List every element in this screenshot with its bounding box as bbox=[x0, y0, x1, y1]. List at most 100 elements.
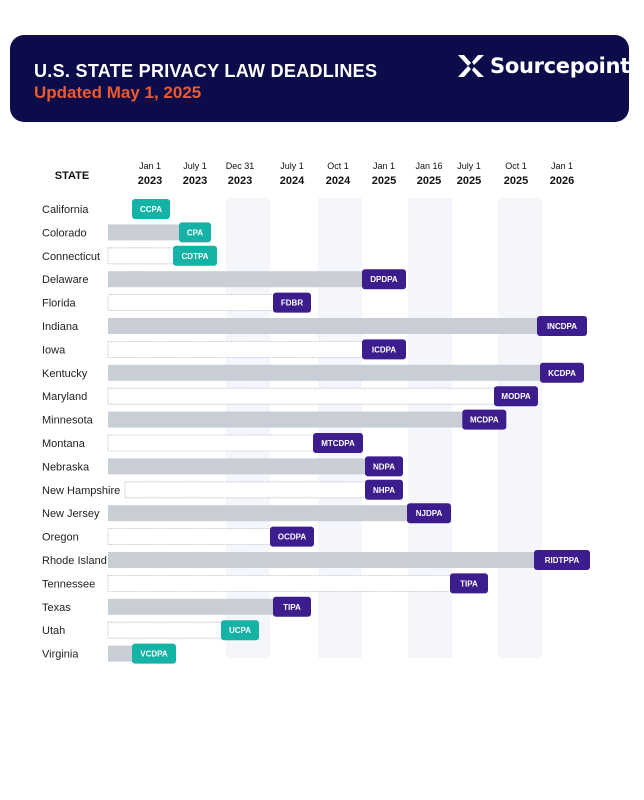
law-pill bbox=[132, 199, 170, 219]
timeline-bar bbox=[108, 505, 439, 522]
law-label: DPDPA bbox=[370, 275, 398, 284]
law-label: CCPA bbox=[140, 205, 162, 214]
law-pill bbox=[132, 643, 176, 664]
law-pill bbox=[221, 620, 259, 641]
state-column-header: STATE bbox=[55, 170, 89, 182]
timeline-bar bbox=[107, 574, 480, 592]
timeline-bar bbox=[108, 411, 495, 428]
law-pill bbox=[179, 222, 211, 243]
state-label: Rhode Island bbox=[42, 555, 107, 567]
law-label: OCDPA bbox=[278, 533, 307, 542]
law-label: NJDPA bbox=[416, 509, 443, 518]
state-label: Minnesota bbox=[42, 415, 94, 427]
state-label: Virginia bbox=[42, 649, 79, 661]
state-label: New Jersey bbox=[42, 508, 100, 520]
law-label: INCDPA bbox=[547, 322, 577, 331]
law-label: CPA bbox=[187, 228, 204, 237]
state-label: Kentucky bbox=[42, 368, 88, 380]
timeline-bar bbox=[107, 387, 527, 405]
law-label: KCDPA bbox=[548, 369, 576, 378]
timeline-bar bbox=[108, 318, 572, 334]
state-label: Florida bbox=[42, 298, 77, 310]
column-date-label: Oct 1 bbox=[327, 161, 349, 171]
law-label: TIPA bbox=[460, 579, 478, 588]
logo-text: Sourcepoint bbox=[490, 54, 630, 78]
law-pill bbox=[362, 339, 406, 360]
law-label: FDBR bbox=[281, 299, 303, 308]
law-label: UCPA bbox=[229, 626, 251, 635]
column-date-label: July 1 bbox=[280, 161, 304, 171]
law-pill bbox=[494, 386, 538, 407]
law-label: CDTPA bbox=[182, 252, 209, 261]
column-year-label: 2023 bbox=[138, 175, 162, 187]
law-label: ICDPA bbox=[372, 345, 397, 354]
timeline-bar bbox=[107, 294, 303, 312]
timeline-bar bbox=[108, 271, 394, 288]
state-label: Iowa bbox=[42, 344, 66, 356]
timeline-bar bbox=[108, 458, 394, 475]
law-label: TIPA bbox=[283, 603, 301, 612]
state-label: Tennessee bbox=[42, 578, 95, 590]
header-banner: U.S. STATE PRIVACY LAW DEADLINES Updated… bbox=[10, 35, 630, 122]
state-label: Nebraska bbox=[42, 461, 90, 473]
state-label: Utah bbox=[42, 625, 65, 637]
timeline-bar bbox=[108, 364, 572, 381]
state-label: Oregon bbox=[42, 532, 79, 544]
state-label: Maryland bbox=[42, 391, 87, 403]
column-year-label: 2025 bbox=[372, 175, 396, 187]
law-label: NHPA bbox=[373, 486, 395, 495]
law-pill bbox=[407, 503, 451, 524]
state-label: Colorado bbox=[42, 227, 87, 239]
state-label: Texas bbox=[42, 602, 71, 614]
law-label: VCDPA bbox=[140, 650, 168, 659]
column-year-label: 2024 bbox=[280, 175, 305, 187]
timeline-bar bbox=[108, 598, 302, 615]
column-date-label: Jan 1 bbox=[551, 161, 573, 171]
law-pill bbox=[270, 526, 314, 547]
law-pill bbox=[537, 316, 587, 336]
state-label: Indiana bbox=[42, 321, 79, 333]
page-subtitle: Updated May 1, 2025 bbox=[34, 83, 202, 102]
timeline-bar bbox=[107, 340, 395, 358]
column-date-label: Jan 1 bbox=[139, 161, 161, 171]
law-pill bbox=[462, 409, 507, 430]
law-pill bbox=[540, 362, 584, 383]
law-pill bbox=[313, 433, 363, 453]
column-year-label: 2024 bbox=[326, 175, 351, 187]
timeline-bar bbox=[107, 528, 303, 546]
timeline-chart: STATE Jan 1 2023 July 1 2023 Dec 31 2023 July 1… bbox=[42, 161, 590, 664]
law-pill bbox=[273, 596, 311, 617]
column-year-label: 2026 bbox=[550, 175, 574, 187]
law-label: MODPA bbox=[501, 392, 530, 401]
law-label: NDPA bbox=[373, 462, 395, 471]
law-pill bbox=[273, 292, 311, 313]
law-pill bbox=[450, 573, 488, 594]
law-label: MTCDPA bbox=[321, 439, 355, 448]
state-label: California bbox=[42, 204, 89, 216]
law-pill bbox=[173, 245, 217, 266]
column-date-label: Jan 16 bbox=[415, 161, 442, 171]
law-pill bbox=[362, 269, 406, 290]
sourcepoint-logo: Sourcepoint bbox=[458, 51, 630, 81]
column-date-label: Dec 31 bbox=[226, 161, 255, 171]
law-label: RIDTPPA bbox=[545, 556, 580, 565]
sourcepoint-logo-icon bbox=[458, 55, 484, 77]
column-year-label: 2025 bbox=[457, 175, 481, 187]
law-pill bbox=[365, 479, 403, 500]
column-year-label: 2025 bbox=[417, 175, 441, 187]
state-label: New Hampshire bbox=[42, 485, 120, 497]
column-date-label: July 1 bbox=[183, 161, 207, 171]
law-pill bbox=[534, 550, 590, 570]
column-date-label: July 1 bbox=[457, 161, 481, 171]
state-label: Delaware bbox=[42, 274, 88, 286]
timeline-bar bbox=[124, 481, 395, 499]
timeline-bar bbox=[108, 552, 572, 568]
page-title: U.S. STATE PRIVACY LAW DEADLINES bbox=[34, 61, 378, 81]
column-year-label: 2025 bbox=[504, 175, 528, 187]
state-label: Montana bbox=[42, 438, 86, 450]
column-year-label: 2023 bbox=[183, 175, 207, 187]
law-label: MCDPA bbox=[470, 416, 499, 425]
state-label: Connecticut bbox=[42, 251, 100, 263]
column-year-label: 2023 bbox=[228, 175, 252, 187]
column-date-label: Jan 1 bbox=[373, 161, 395, 171]
